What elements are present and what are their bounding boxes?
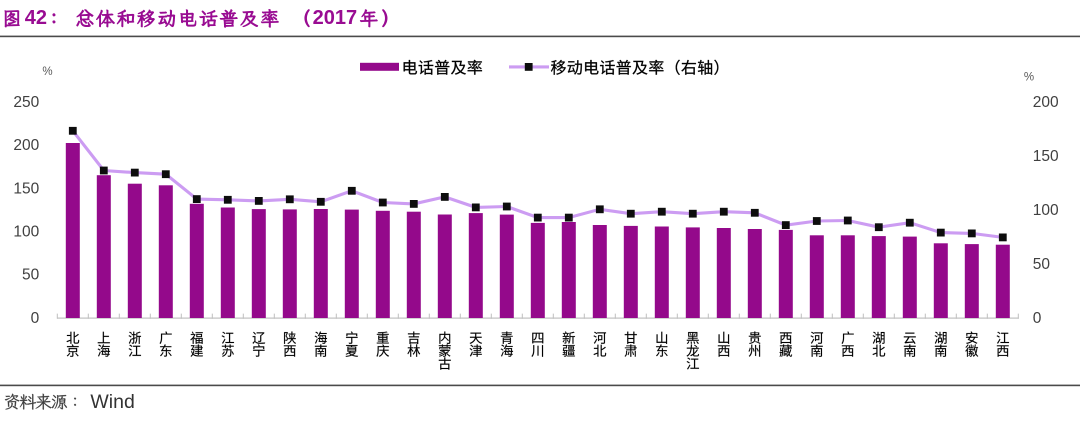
svg-text:150: 150: [1033, 148, 1059, 165]
svg-text:Wind: Wind: [90, 391, 134, 413]
svg-text:100: 100: [13, 224, 39, 241]
svg-text:%: %: [42, 66, 52, 78]
svg-text:100: 100: [1033, 202, 1059, 219]
svg-text:42: 42: [25, 7, 47, 29]
svg-text:50: 50: [1033, 256, 1051, 273]
svg-text:200: 200: [13, 137, 39, 154]
svg-text:%: %: [1024, 71, 1034, 83]
svg-text:0: 0: [1033, 310, 1042, 327]
svg-text:0: 0: [31, 310, 40, 327]
svg-text:200: 200: [1033, 94, 1059, 111]
svg-text:50: 50: [22, 267, 40, 284]
svg-text:2017: 2017: [313, 7, 358, 29]
svg-text:150: 150: [13, 180, 39, 197]
svg-text:250: 250: [13, 94, 39, 111]
